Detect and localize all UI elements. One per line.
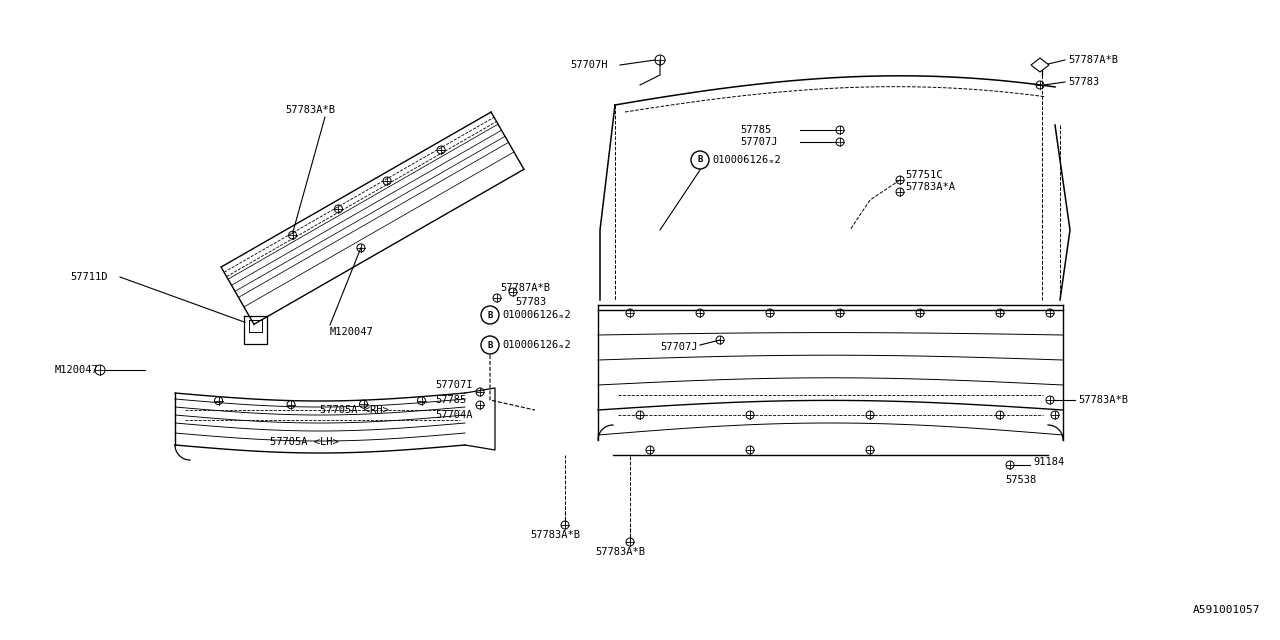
Text: 57783: 57783 [515, 297, 547, 307]
Text: M120047: M120047 [330, 327, 374, 337]
Text: 57785: 57785 [740, 125, 772, 135]
Text: 57783: 57783 [1068, 77, 1100, 87]
Text: 57705A <RH>: 57705A <RH> [320, 405, 389, 415]
Text: 57707J: 57707J [740, 137, 777, 147]
Text: 010006126ₘ2: 010006126ₘ2 [712, 155, 781, 165]
Text: 57783A*B: 57783A*B [530, 530, 580, 540]
Text: 57751C: 57751C [905, 170, 942, 180]
Text: A591001057: A591001057 [1193, 605, 1260, 615]
Text: M120047: M120047 [55, 365, 99, 375]
Text: 57783A*B: 57783A*B [595, 547, 645, 557]
Text: 57783A*B: 57783A*B [285, 105, 335, 115]
Text: 57711D: 57711D [70, 272, 108, 282]
Text: B: B [698, 156, 703, 164]
Text: B: B [488, 310, 493, 319]
Text: 57787A*B: 57787A*B [1068, 55, 1117, 65]
Text: B: B [488, 340, 493, 349]
Text: 91184: 91184 [1033, 457, 1064, 467]
Polygon shape [1030, 58, 1050, 72]
Text: 57787A*B: 57787A*B [500, 283, 550, 293]
Text: 57785: 57785 [435, 395, 466, 405]
Text: 010006126ₘ2: 010006126ₘ2 [502, 310, 571, 320]
Text: 57704A: 57704A [435, 410, 472, 420]
Text: 57707J: 57707J [660, 342, 698, 352]
Text: 010006126ₘ2: 010006126ₘ2 [502, 340, 571, 350]
Text: 57707I: 57707I [435, 380, 472, 390]
Text: 57707H: 57707H [570, 60, 608, 70]
Text: 57783A*A: 57783A*A [905, 182, 955, 192]
Text: 57705A <LH>: 57705A <LH> [270, 437, 339, 447]
Text: 57783A*B: 57783A*B [1078, 395, 1128, 405]
Text: 57538: 57538 [1005, 475, 1037, 485]
